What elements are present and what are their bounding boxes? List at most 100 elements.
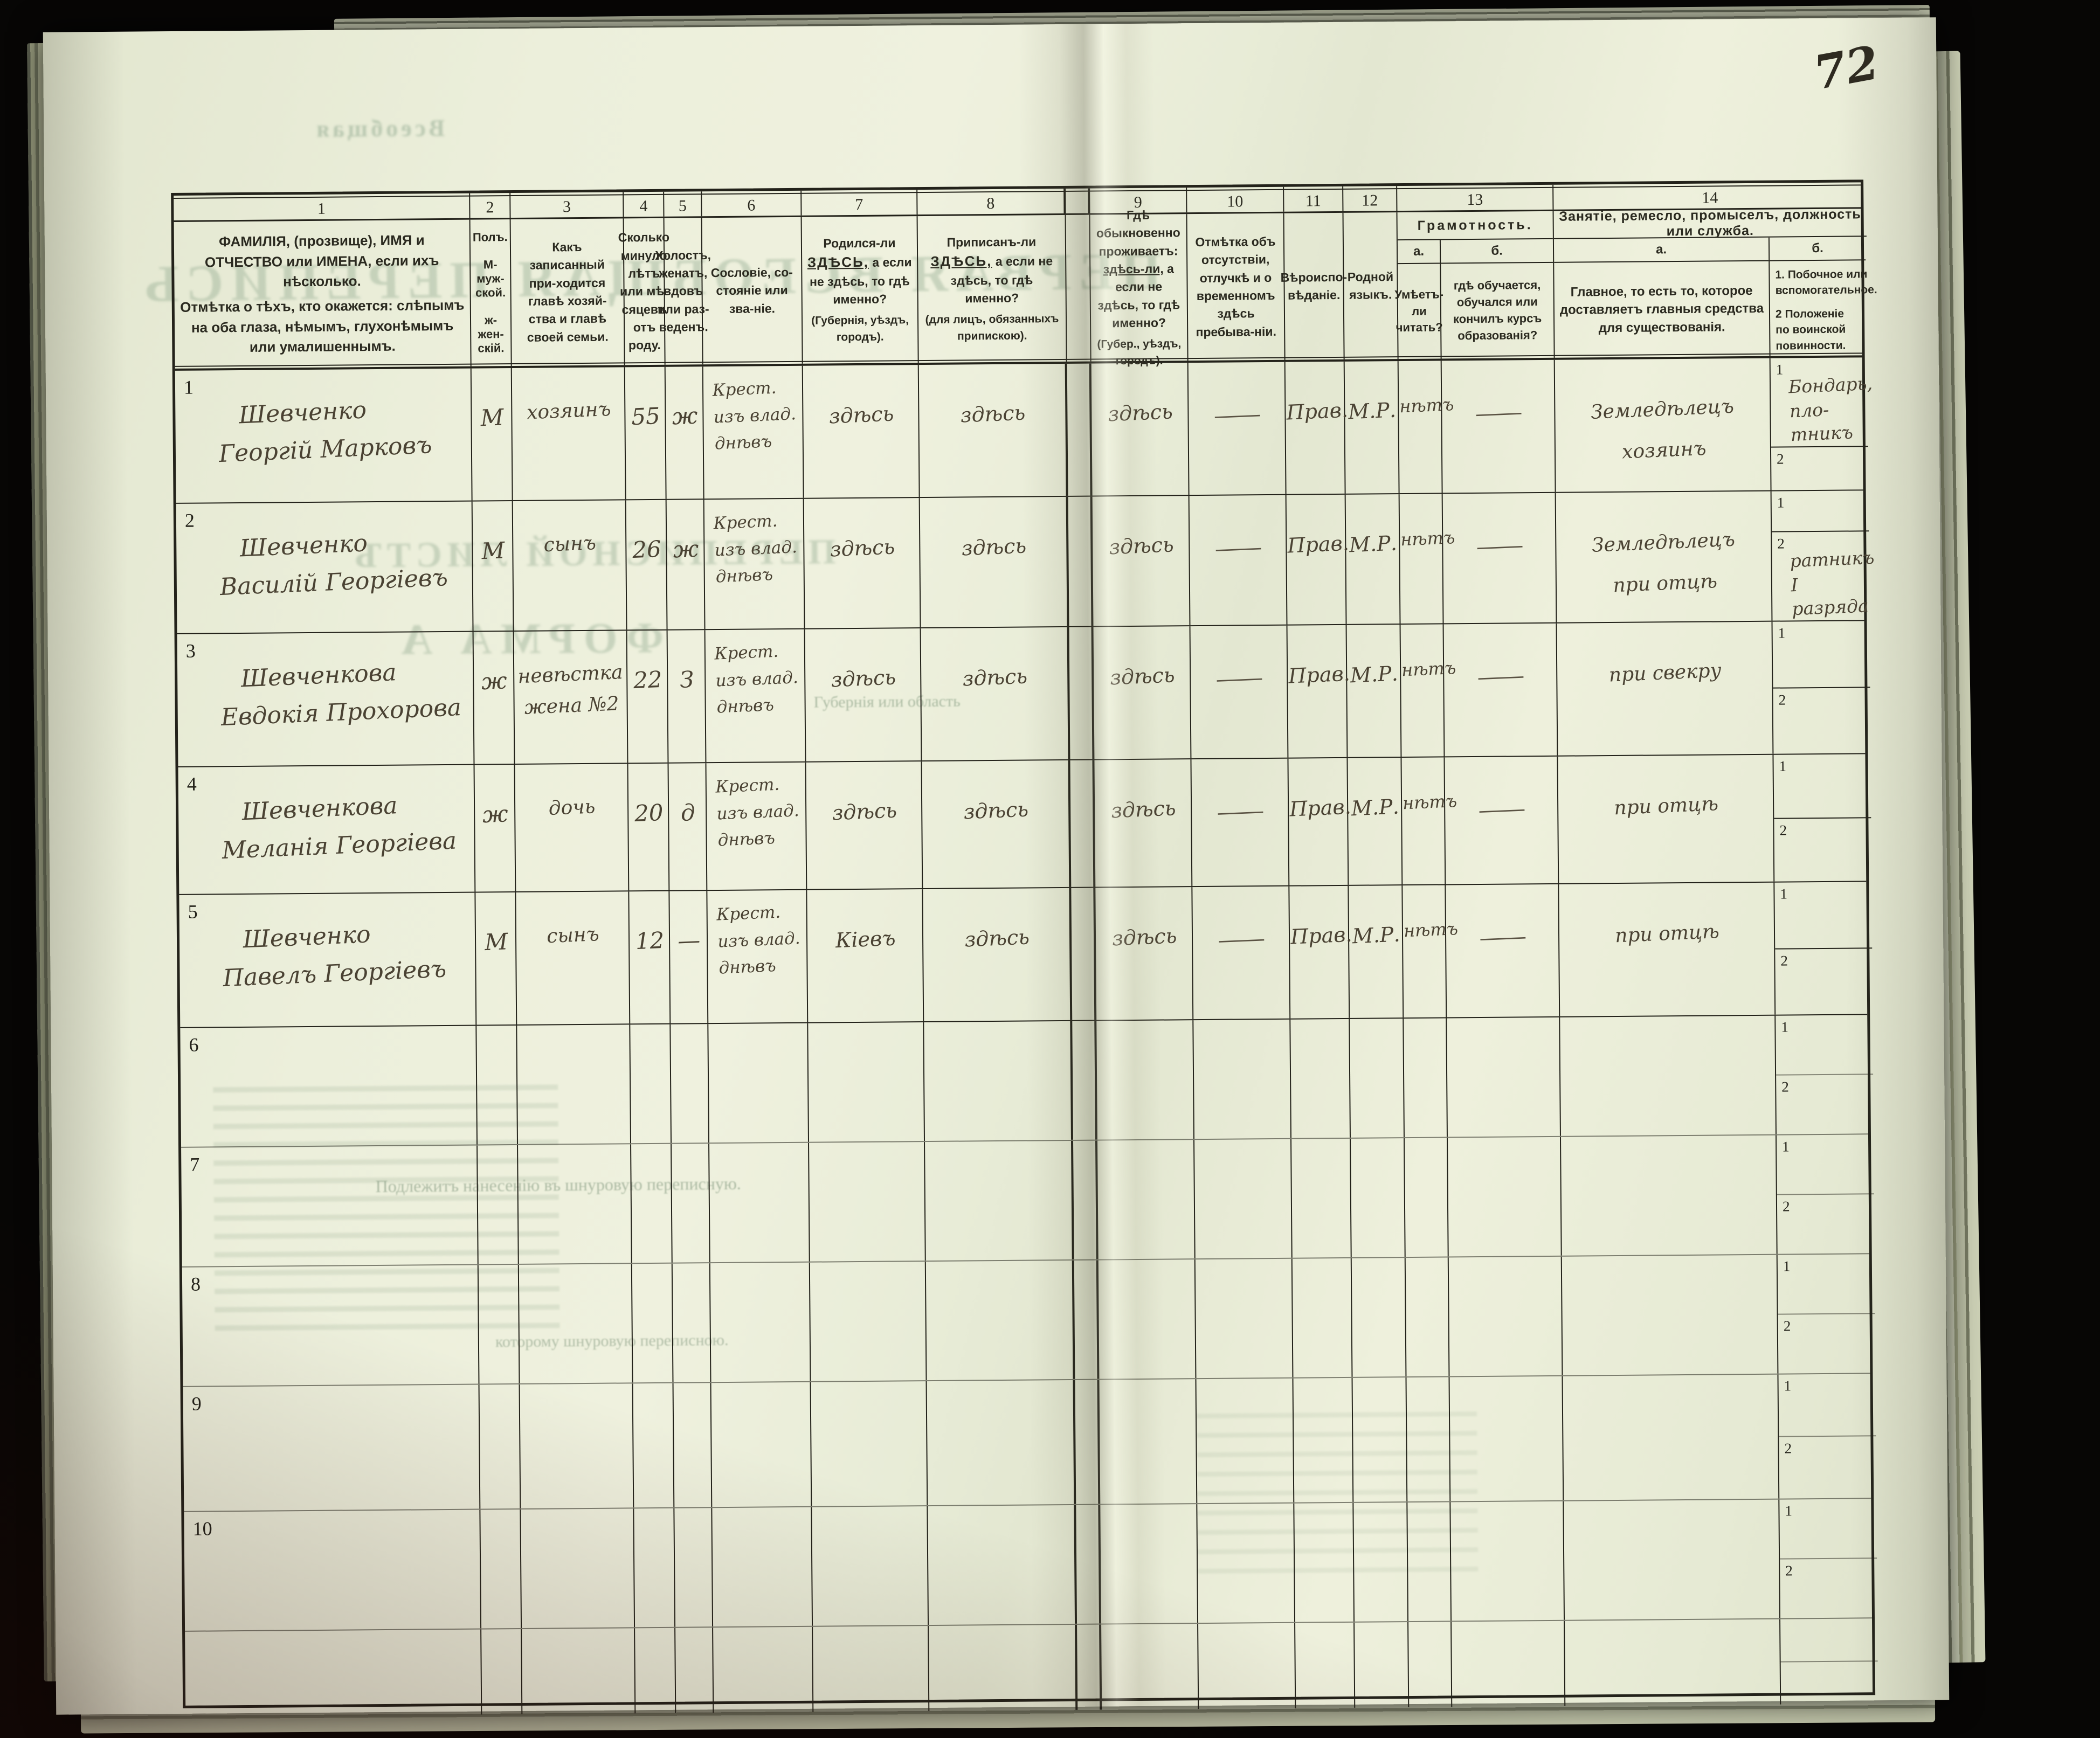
col-number-14: 14 [1702,189,1718,207]
military-status-box: 2 [1775,948,1873,1015]
left-page-shading [43,31,137,1715]
fold-gap [1077,1624,1102,1710]
fold-gap [1066,188,1090,213]
cell-estate [713,1626,814,1713]
side-occupation-box: 1 [1776,1134,1874,1195]
col-number-3: 3 [510,192,624,218]
row-number: 7 [190,1153,200,1175]
printed-sub-number: 2 [1780,952,1788,969]
cell-relation [519,1264,633,1383]
cell-name: 7 [181,1145,479,1266]
printed-sub-number: 2 [1781,1078,1789,1095]
fold-gap [1067,363,1093,496]
cell-relation: хозяинъ [512,367,626,501]
cell-absence [1196,1378,1295,1504]
cell-absence [1195,1258,1294,1379]
cell-estate [709,1142,810,1263]
cell-estate: Крест. изъ влад. днѣвъ [707,890,809,1023]
cell-language [1355,1622,1410,1708]
col-number-1: 1 [174,193,471,220]
cell-marital: ж [665,366,704,499]
cell-sex [476,1025,519,1145]
cell-age: 55 [625,366,667,500]
cell-occupation-main: Земледѣлецъ хозяинъ [1555,358,1772,492]
cell-estate: Крест. изъ влад. днѣвъ [706,762,807,890]
cell-occupation-main [1563,1374,1780,1500]
side-occupation-box: 1 [1772,621,1870,689]
cell-religion: Прав. [1285,361,1349,494]
printed-sub-number: 1 [1781,1019,1789,1035]
header-name-column: ФАМИЛІЯ, (прозвище), ИМЯ и ОТЧЕСТВО или … [174,219,472,369]
header-language: Родной языкъ. [1343,212,1399,359]
cell-occupation-main [1564,1499,1781,1620]
cell-education: — [1443,623,1558,757]
cell-occupation-main: при отцѣ [1559,882,1776,1016]
cell-education [1450,1501,1565,1621]
cell-lives-here [1097,1140,1196,1259]
cell-sex: М [472,501,514,631]
cell-absence [1197,1503,1296,1623]
header-born-here: Родился-ли ЗДѢСЬ, а если не здѣсь, то гд… [802,216,919,364]
cell-marital [672,1263,711,1382]
fold-gap [1075,1380,1101,1504]
side-occupation-box: 1 [1779,1499,1877,1560]
cell-name: 2 Шевченко Василій Георгіевъ [176,501,474,633]
cell-born-here: здѣсь [806,761,923,889]
cell-name [185,1629,482,1717]
cell-name: 9 [183,1384,481,1511]
cell-education [1448,1256,1563,1376]
cell-occupation-main: при свекру [1557,621,1774,756]
cell-reads [1408,1622,1453,1708]
side-occupation-box [1780,1618,1878,1663]
cell-registered-here [925,1260,1075,1381]
cell-absence: — [1192,886,1291,1020]
cell-registered-here: здѣсь [920,496,1069,628]
cell-religion: Прав. [1288,758,1351,885]
census-table: 1 2 3 4 5 6 7 8 9 10 11 12 13 14 ФАМИЛІЯ… [171,179,1878,1717]
cell-age [635,1628,676,1714]
printed-sub-number: 2 [1783,1318,1791,1334]
cell-registered-here [929,1624,1078,1712]
military-status-box: 2 [1776,1075,1874,1134]
col-number-8: 8 [917,188,1066,215]
military-status-box: 2 [1778,1314,1876,1373]
cell-born-here [810,1262,927,1381]
cell-relation [522,1628,636,1714]
military-status-box: 2 ратникъ I разряда [1777,535,1875,620]
cell-lives-here [1100,1504,1199,1624]
side-occupation-box: 1 [1771,490,1869,533]
cell-absence [1193,1019,1291,1139]
header-sex: Полъ. М-муж-ской. ж-жен-скій. [470,219,512,366]
military-status-box: 2 [1779,1436,1876,1498]
cell-language [1352,1377,1408,1502]
cell-education: — [1442,493,1557,624]
cell-marital [674,1508,714,1627]
cell-age [630,1024,672,1144]
table-tail-row [185,1618,1878,1717]
cell-born-here: Кіевъ [807,889,924,1022]
printed-sub-number: 1 [1779,758,1787,774]
cell-estate: Крест. изъ влад. днѣвъ [703,365,804,499]
cell-born-here [809,1142,926,1262]
cell-occupation-main [1560,1015,1777,1136]
cell-education: — [1441,359,1556,493]
cell-estate [708,1023,810,1143]
header-estate: Сословіе, со-стояніе или зва-ніе. [702,217,803,365]
printed-sub-number: 1 [1780,885,1788,902]
row-number: 6 [189,1034,199,1056]
cell-religion [1293,1377,1354,1502]
cell-name: 10 [184,1510,482,1631]
cell-religion [1295,1622,1356,1708]
cell-marital [675,1628,714,1713]
fold-gap [1073,1140,1099,1259]
page-number: 72 [1809,35,1883,101]
cell-name: 1 Шевченко Георгій Марковъ [175,368,473,503]
cell-reads [1404,1138,1449,1257]
cell-born-here [811,1381,928,1506]
